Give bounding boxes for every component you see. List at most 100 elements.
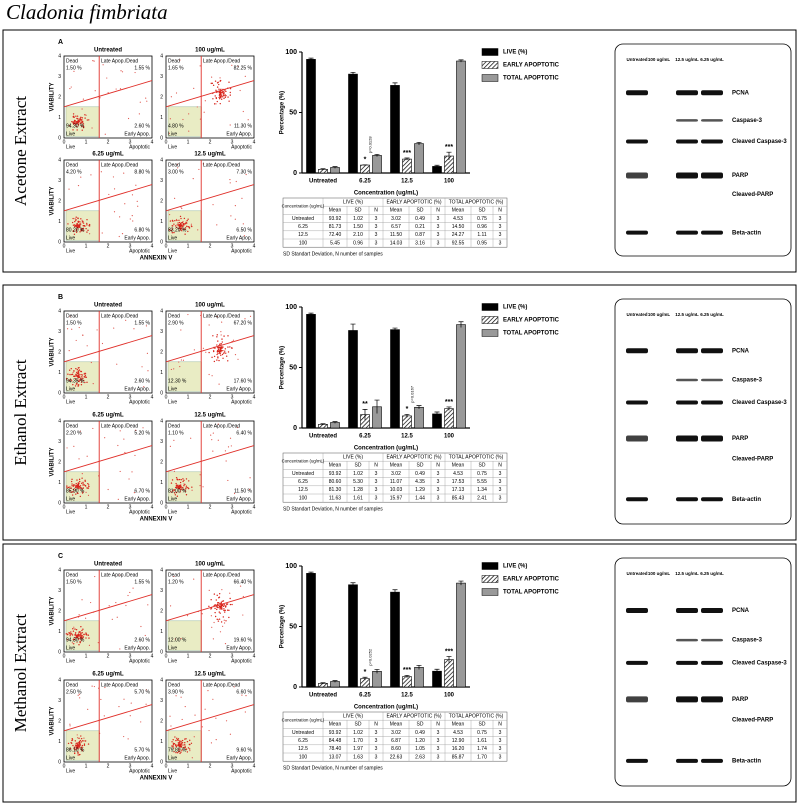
cell-dot	[171, 232, 173, 234]
cell-dot	[184, 738, 186, 740]
cell-dot	[177, 742, 180, 744]
cell-dot	[88, 119, 90, 121]
cell-dot	[212, 638, 214, 640]
cell-dot	[119, 574, 121, 576]
cell-dot	[70, 491, 73, 494]
cell-dot	[180, 740, 182, 743]
flow-y-tick: 1	[160, 115, 163, 121]
bar	[402, 676, 412, 688]
flow-y-tick: 4	[58, 567, 61, 573]
cell-dot	[80, 116, 82, 119]
cell-dot	[192, 178, 194, 180]
cell-dot	[229, 178, 231, 181]
flow-x-tick: 2	[209, 653, 212, 659]
bar	[402, 158, 412, 174]
table-cell: 0.95	[477, 240, 487, 246]
quadrant-value: 11.50 %	[234, 488, 253, 494]
cell-dot	[79, 495, 82, 498]
cell-dot	[218, 96, 220, 99]
flow-x-tick: 4	[151, 139, 154, 145]
cell-dot	[186, 615, 189, 617]
y-tick-label: 0	[293, 170, 297, 177]
table-header: LIVE (%)	[343, 454, 363, 460]
cell-dot	[81, 482, 83, 485]
table-cell: 0.75	[477, 730, 487, 736]
error-bar	[434, 411, 440, 416]
cell-dot	[193, 87, 195, 89]
cell-dot	[76, 636, 78, 638]
quadrant-name: Dead	[66, 58, 78, 64]
y-tick-label: 100	[285, 563, 297, 570]
cell-dot	[78, 458, 80, 460]
quadrant-name: Live	[66, 131, 75, 137]
flow-x-tick: 1	[187, 763, 190, 769]
lane-label: 12.5 ug/mL	[675, 312, 699, 317]
cell-dot	[86, 222, 88, 225]
cell-dot	[79, 641, 81, 644]
cell-dot	[90, 174, 92, 176]
cell-dot	[217, 352, 219, 355]
table-cell: Untreated	[292, 216, 314, 222]
table-subheader: Mean	[329, 463, 342, 469]
quadrant-name: Early Apop.	[124, 235, 150, 241]
error-bar	[392, 82, 398, 88]
flow-y-tick: 0	[58, 500, 61, 506]
lane-label: 100 ug/mL	[648, 57, 671, 62]
significance: *	[364, 669, 367, 676]
cell-dot	[69, 373, 71, 376]
cell-dot	[181, 718, 183, 721]
cell-dot	[210, 599, 212, 601]
band-label: PCNA	[732, 90, 750, 96]
cell-dot	[216, 334, 218, 336]
cell-dot	[72, 488, 75, 491]
cell-dot	[82, 481, 84, 484]
table-header: TOTAL APOPTOTIC (%)	[449, 713, 504, 719]
cell-dot	[229, 603, 232, 606]
blot-band	[626, 90, 648, 96]
cell-dot	[123, 735, 125, 738]
cell-dot	[79, 633, 82, 635]
cell-dot	[81, 117, 83, 119]
flow-x-tick: 1	[85, 139, 88, 145]
cell-dot	[188, 748, 191, 750]
cell-dot	[182, 488, 185, 491]
cell-dot	[133, 328, 135, 330]
table-cell: 100	[299, 240, 308, 246]
cell-dot	[80, 125, 83, 127]
cell-dot	[67, 742, 70, 745]
cell-dot	[219, 79, 222, 82]
flow-y-tick: 4	[160, 677, 163, 683]
cell-dot	[229, 733, 232, 735]
blot-band	[701, 638, 723, 642]
flow-x-tick: 0	[165, 763, 168, 769]
significance: *	[406, 406, 409, 413]
cell-dot	[221, 338, 223, 340]
quadrant-line	[165, 594, 255, 622]
quadrant-name: Late Apop./Dead	[101, 572, 138, 578]
table-footnote: SD Standart Deviation, N number of sampl…	[283, 252, 383, 258]
cell-dot	[72, 484, 75, 486]
flow-y-tick: 4	[160, 308, 163, 314]
cell-dot	[134, 71, 136, 74]
cell-dot	[212, 350, 215, 353]
cell-dot	[131, 471, 133, 473]
cell-dot	[71, 221, 74, 224]
table-cell: Untreated	[292, 730, 314, 736]
cell-dot	[193, 736, 195, 738]
cell-dot	[76, 223, 78, 225]
quadrant-name: Live	[168, 235, 177, 241]
cell-dot	[93, 60, 95, 62]
cell-dot	[73, 746, 76, 748]
table-cell: 0.49	[415, 730, 425, 736]
cell-dot	[180, 489, 182, 491]
cell-dot	[220, 96, 222, 98]
cell-dot	[66, 447, 68, 449]
cell-dot	[225, 352, 227, 354]
cell-dot	[81, 219, 83, 221]
table-cell: 5.30	[353, 479, 363, 485]
table-cell: 3	[437, 487, 440, 493]
cell-dot	[81, 740, 84, 742]
cell-dot	[208, 605, 210, 608]
lane-label: 12.5 ug/mL	[675, 57, 699, 62]
cell-dot	[207, 690, 209, 692]
